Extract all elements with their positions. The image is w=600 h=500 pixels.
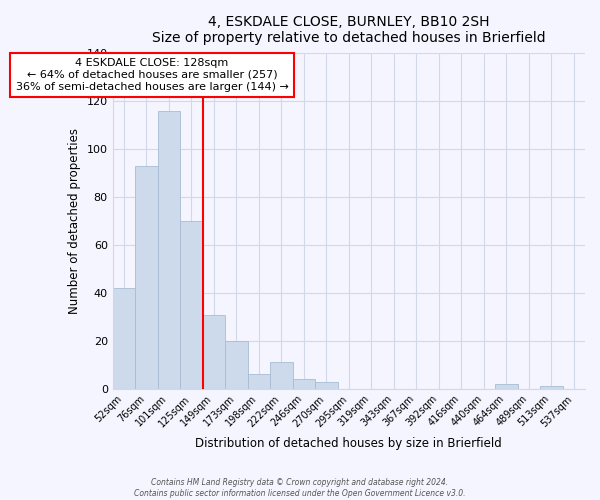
Bar xyxy=(315,382,338,389)
Bar xyxy=(293,379,315,389)
Bar xyxy=(270,362,293,389)
Bar xyxy=(158,111,180,389)
Bar xyxy=(495,384,518,389)
X-axis label: Distribution of detached houses by size in Brierfield: Distribution of detached houses by size … xyxy=(196,437,502,450)
Text: 4 ESKDALE CLOSE: 128sqm
← 64% of detached houses are smaller (257)
36% of semi-d: 4 ESKDALE CLOSE: 128sqm ← 64% of detache… xyxy=(16,58,289,92)
Title: 4, ESKDALE CLOSE, BURNLEY, BB10 2SH
Size of property relative to detached houses: 4, ESKDALE CLOSE, BURNLEY, BB10 2SH Size… xyxy=(152,15,545,45)
Y-axis label: Number of detached properties: Number of detached properties xyxy=(68,128,81,314)
Bar xyxy=(248,374,270,389)
Bar xyxy=(180,221,203,389)
Bar xyxy=(135,166,158,389)
Bar xyxy=(540,386,563,389)
Text: Contains HM Land Registry data © Crown copyright and database right 2024.
Contai: Contains HM Land Registry data © Crown c… xyxy=(134,478,466,498)
Bar xyxy=(203,314,225,389)
Bar xyxy=(225,341,248,389)
Bar xyxy=(113,288,135,389)
